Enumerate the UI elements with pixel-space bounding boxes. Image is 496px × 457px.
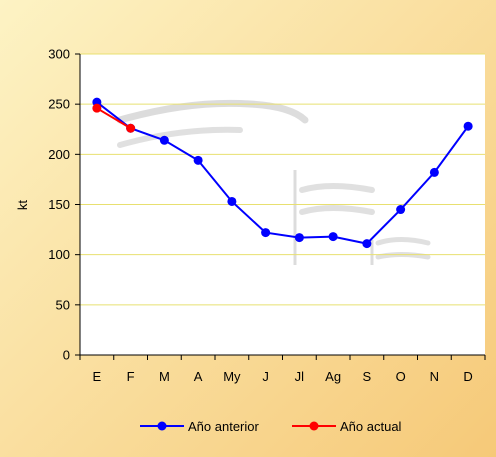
x-tick-label: J [262, 369, 269, 384]
legend-marker [157, 421, 167, 431]
legend-label: Año anterior [188, 419, 259, 434]
series-line [96, 101, 469, 245]
data-point [328, 232, 338, 242]
data-point [227, 196, 237, 206]
x-tick-label: S [363, 369, 372, 384]
y-axis-label: kt [15, 200, 30, 211]
watermark-graphic [116, 99, 431, 265]
series-line [96, 107, 132, 130]
y-tick-label: 300 [48, 47, 70, 62]
data-point [429, 167, 439, 177]
y-tick-label: 100 [48, 247, 70, 262]
x-tick-label: A [194, 369, 203, 384]
data-point [294, 233, 304, 243]
x-tick-label: E [93, 369, 102, 384]
data-point [396, 205, 406, 215]
legend-label: Año actual [340, 419, 402, 434]
data-point [261, 228, 271, 238]
x-tick-label: Ag [325, 369, 341, 384]
data-point [92, 103, 102, 113]
x-tick-label: My [223, 369, 241, 384]
x-tick-label: O [396, 369, 406, 384]
data-point [463, 121, 473, 131]
x-tick-label: N [430, 369, 439, 384]
y-tick-label: 250 [48, 97, 70, 112]
legend: Año anterior Año actual [140, 419, 402, 434]
x-tick-label: D [463, 369, 472, 384]
x-tick-label: Jl [295, 369, 305, 384]
data-point [193, 155, 203, 165]
y-tick-label: 0 [63, 348, 70, 363]
x-tick-label: F [127, 369, 135, 384]
data-point [159, 135, 169, 145]
x-tick-label: M [159, 369, 170, 384]
y-tick-label: 150 [48, 197, 70, 212]
y-tick-label: 50 [56, 297, 70, 312]
y-tick-label: 200 [48, 147, 70, 162]
data-point [362, 239, 372, 249]
legend-marker [309, 421, 319, 431]
data-point [126, 123, 136, 133]
